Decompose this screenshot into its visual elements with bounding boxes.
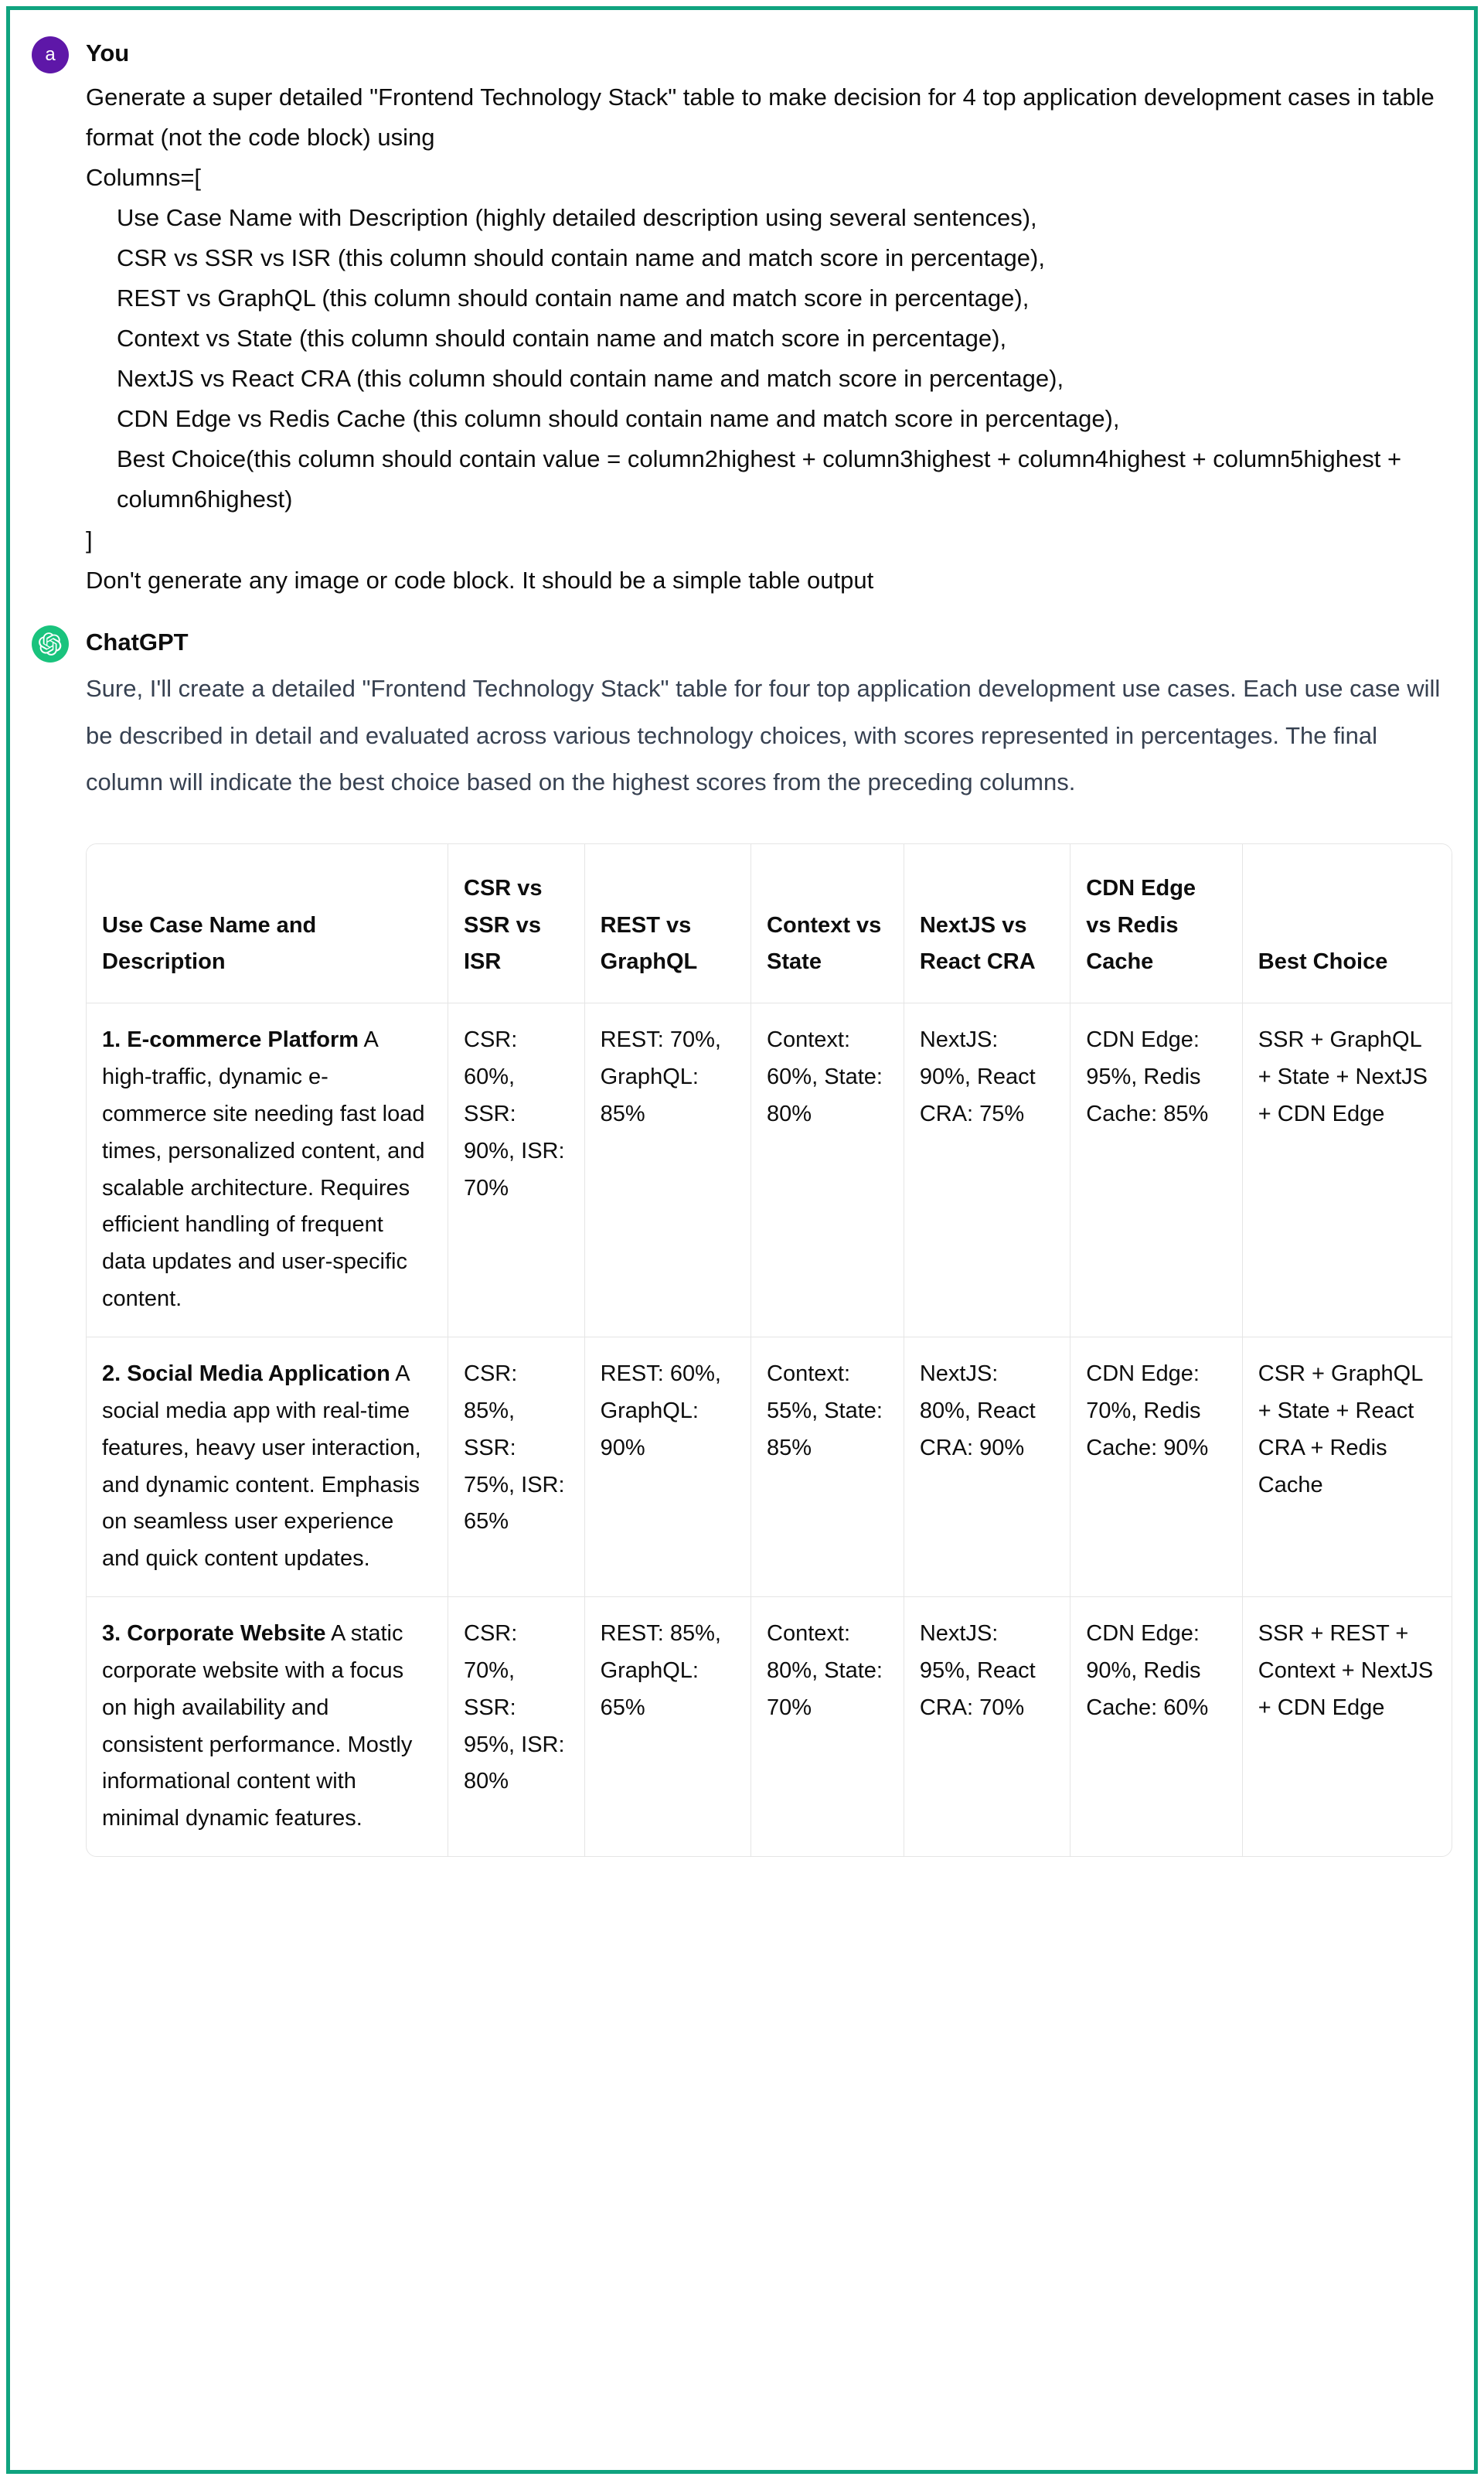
assistant-message-body: ChatGPT Sure, I'll create a detailed "Fr… [86,622,1452,1857]
cell-cdn: CDN Edge: 70%, Redis Cache: 90% [1070,1337,1243,1597]
cell-nextjs: NextJS: 80%, React CRA: 90% [904,1337,1070,1597]
usecase-title: 3. Corporate Website [102,1621,326,1646]
cell-cdn: CDN Edge: 90%, Redis Cache: 60% [1070,1597,1243,1856]
header-csr: CSR vs SSR vs ISR [448,844,585,1004]
user-message-body: You Generate a super detailed "Frontend … [86,33,1452,601]
cell-usecase: 3. Corporate Website A static corporate … [87,1597,448,1856]
assistant-avatar [32,625,69,663]
user-prompt-line: Generate a super detailed "Frontend Tech… [86,77,1452,158]
header-nextjs: NextJS vs React CRA [904,844,1070,1004]
cell-best: SSR + REST + Context + NextJS + CDN Edge [1243,1597,1452,1856]
header-rest: REST vs GraphQL [585,844,751,1004]
cell-rest: REST: 60%, GraphQL: 90% [585,1337,751,1597]
table-row: 2. Social Media Application A social med… [87,1337,1452,1597]
cell-context: Context: 55%, State: 85% [751,1337,904,1597]
user-avatar-letter: a [45,39,55,71]
user-prompt-line: REST vs GraphQL (this column should cont… [86,278,1452,319]
user-prompt-line: Best Choice(this column should contain v… [86,439,1452,520]
usecase-title: 1. E-commerce Platform [102,1027,359,1052]
table-header-row: Use Case Name and Description CSR vs SSR… [87,844,1452,1004]
user-prompt-line: CDN Edge vs Redis Cache (this column sho… [86,399,1452,439]
header-cdn: CDN Edge vs Redis Cache [1070,844,1243,1004]
user-prompt-line: Don't generate any image or code block. … [86,560,1452,601]
assistant-intro: Sure, I'll create a detailed "Frontend T… [86,666,1452,806]
user-avatar: a [32,36,69,73]
cell-nextjs: NextJS: 90%, React CRA: 75% [904,1003,1070,1337]
cell-rest: REST: 85%, GraphQL: 65% [585,1597,751,1856]
cell-csr: CSR: 70%, SSR: 95%, ISR: 80% [448,1597,585,1856]
usecase-description: A static corporate website with a focus … [102,1621,412,1831]
cell-context: Context: 60%, State: 80% [751,1003,904,1337]
cell-rest: REST: 70%, GraphQL: 85% [585,1003,751,1337]
cell-cdn: CDN Edge: 95%, Redis Cache: 85% [1070,1003,1243,1337]
user-prompt-line: Use Case Name with Description (highly d… [86,198,1452,238]
header-best: Best Choice [1243,844,1452,1004]
cell-best: SSR + GraphQL + State + NextJS + CDN Edg… [1243,1003,1452,1337]
cell-context: Context: 80%, State: 70% [751,1597,904,1856]
usecase-title: 2. Social Media Application [102,1361,390,1386]
header-context: Context vs State [751,844,904,1004]
cell-csr: CSR: 60%, SSR: 90%, ISR: 70% [448,1003,585,1337]
chat-container: a You Generate a super detailed "Fronten… [6,6,1478,2474]
assistant-message: ChatGPT Sure, I'll create a detailed "Fr… [32,622,1452,1857]
header-usecase: Use Case Name and Description [87,844,448,1004]
tech-stack-table: Use Case Name and Description CSR vs SSR… [86,843,1452,1857]
openai-logo-icon [39,632,62,656]
user-prompt-line: ] [86,520,1452,560]
cell-csr: CSR: 85%, SSR: 75%, ISR: 65% [448,1337,585,1597]
user-prompt-line: NextJS vs React CRA (this column should … [86,359,1452,399]
usecase-description: A high-traffic, dynamic e-commerce site … [102,1027,425,1311]
cell-usecase: 2. Social Media Application A social med… [87,1337,448,1597]
user-prompt-line: Columns=[ [86,158,1452,198]
table-row: 3. Corporate Website A static corporate … [87,1597,1452,1856]
cell-best: CSR + GraphQL + State + React CRA + Redi… [1243,1337,1452,1597]
assistant-sender-label: ChatGPT [86,622,1452,663]
user-prompt-line: CSR vs SSR vs ISR (this column should co… [86,238,1452,278]
user-message: a You Generate a super detailed "Fronten… [32,33,1452,601]
usecase-description: A social media app with real-time featur… [102,1361,421,1571]
cell-usecase: 1. E-commerce Platform A high-traffic, d… [87,1003,448,1337]
user-content: Generate a super detailed "Frontend Tech… [86,77,1452,601]
cell-nextjs: NextJS: 95%, React CRA: 70% [904,1597,1070,1856]
user-prompt-line: Context vs State (this column should con… [86,319,1452,359]
user-sender-label: You [86,33,1452,74]
table-row: 1. E-commerce Platform A high-traffic, d… [87,1003,1452,1337]
